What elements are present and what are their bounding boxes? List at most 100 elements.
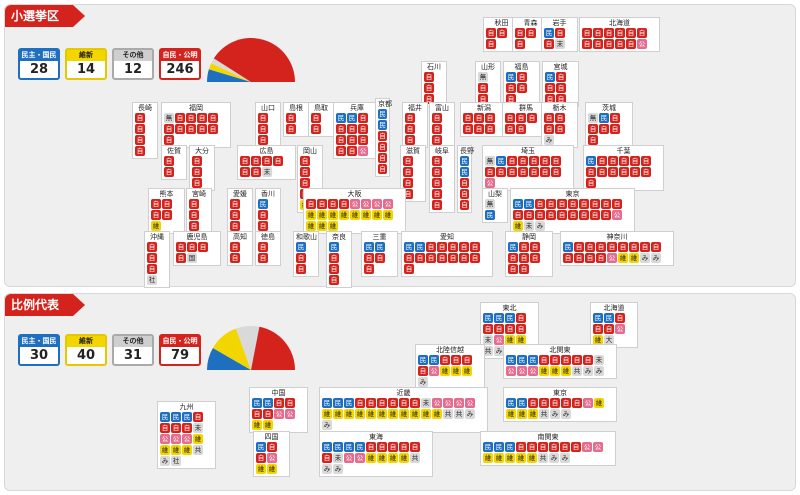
seat-cell: 民 <box>258 199 268 209</box>
seat-cells: 自自自自自自自自自自自公 <box>582 28 657 49</box>
seat-cell: 末 <box>555 39 565 49</box>
semicircle-slice-ishin <box>208 63 251 82</box>
seat-cell: 民 <box>483 313 493 323</box>
seat-cell: 自 <box>619 156 629 166</box>
seat-cell: 自 <box>151 199 161 209</box>
seat-cell: 民 <box>593 313 603 323</box>
seat-cell: 未 <box>483 335 493 345</box>
seat-cells: 無自自 <box>478 72 498 104</box>
seat-cell: 民 <box>256 442 266 452</box>
seat-cell: 自 <box>273 156 283 166</box>
seat-cell: 自 <box>619 167 629 177</box>
semicircle-slice-other <box>211 58 251 82</box>
seat-cell: 維 <box>333 409 343 419</box>
seat-cell: み <box>594 366 604 376</box>
prefecture-box: 福島民自自自自 <box>503 61 540 107</box>
seat-cell: 自 <box>596 242 606 252</box>
seat-cell: 自 <box>508 264 518 274</box>
seat-cell: 維 <box>494 453 504 463</box>
seat-cell: 自 <box>358 135 368 145</box>
seat-cell: 民 <box>517 355 527 365</box>
seat-cell: 共 <box>483 346 493 356</box>
summary-ishin: 維新 14 <box>65 48 107 80</box>
seat-cell: 自 <box>208 113 218 123</box>
seat-cell: 自 <box>300 178 310 188</box>
seat-cell: 自 <box>198 242 208 252</box>
seat-cell: 自 <box>336 146 346 156</box>
seat-cell: 維 <box>462 366 472 376</box>
seat-cell: 自 <box>329 253 339 263</box>
summary-label: 民主・国民 <box>20 336 58 347</box>
seat-cell: 自 <box>175 113 185 123</box>
seat-cell: 維 <box>306 210 316 220</box>
prefecture-box: 岩手民自自末 <box>541 17 578 52</box>
summary-jimin: 自民・公明 246 <box>159 48 201 80</box>
seat-cell: 公 <box>615 324 625 334</box>
seat-cells: 民自自末 <box>544 28 575 49</box>
semicircle-slice-ishin <box>212 328 251 370</box>
seat-cell: 維 <box>252 420 262 430</box>
seat-cell: 民 <box>322 442 332 452</box>
prefecture-box: 埼玉無民自自自自自自自自自自自自公 <box>482 145 574 191</box>
seat-cell: 自 <box>610 124 620 134</box>
seat-cells: 無自自自自自自自自自自 <box>164 113 228 145</box>
prefecture-name: 兵庫 <box>350 104 364 112</box>
seat-cells: 無民 <box>485 199 505 220</box>
seat-cells: 民民民自自自自自自未公公公公維維維維維維維維維維維共共みみ <box>322 398 485 430</box>
seat-cell: み <box>640 253 650 263</box>
seat-cell: 維 <box>513 221 523 231</box>
seat-cell: 維 <box>366 453 376 463</box>
seat-cell: 自 <box>586 178 596 188</box>
seat-cells: 自自自 <box>486 28 517 49</box>
seat-cell: 自 <box>545 83 555 93</box>
seat-cell: 自 <box>329 264 339 274</box>
seat-cells: 民民民自自自自未公公公維維維維共み社 <box>160 412 213 466</box>
seat-cell: 自 <box>462 355 472 365</box>
smd-title-banner: 小選挙区 <box>5 5 85 27</box>
seat-cell: 自 <box>515 39 525 49</box>
seat-cell: 自 <box>535 199 545 209</box>
seat-cell: 自 <box>604 324 614 334</box>
seat-cell: 自 <box>135 146 145 156</box>
prefecture-name: 北海道 <box>609 19 630 27</box>
seat-cells: 民民自自自自公維維維み <box>418 355 482 387</box>
prefecture-name: 和歌山 <box>296 233 317 241</box>
block-box: 北関東民民民自自自自自未公公公維維維共みみ <box>503 344 617 379</box>
prefecture-box: 熊本自自自自維 <box>148 188 185 234</box>
seat-cell: 自 <box>519 242 529 252</box>
seat-cell: 自 <box>615 28 625 38</box>
seat-cell: 自 <box>432 113 442 123</box>
seat-cell: 自 <box>551 156 561 166</box>
seat-cells: 民民自自自自 <box>378 109 387 174</box>
seat-cell: 自 <box>437 253 447 263</box>
seat-cell: 自 <box>497 28 507 38</box>
seat-cell: 維 <box>328 221 338 231</box>
prefecture-box: 京都民民自自自自 <box>375 98 392 177</box>
seat-cells: 民自自自 <box>329 242 349 285</box>
seat-cell: 自 <box>448 253 458 263</box>
prefecture-name: 宮崎 <box>192 190 206 198</box>
seat-cell: 維 <box>561 366 571 376</box>
seat-cell: 公 <box>355 453 365 463</box>
prefecture-box: 沖縄自自自社 <box>144 231 170 288</box>
summary-value: 28 <box>29 62 49 77</box>
seat-cells: 民民自自自自公公維維 <box>252 398 305 430</box>
prefecture-box: 三重民民自自自 <box>361 231 398 277</box>
prefecture-name: 新潟 <box>477 104 491 112</box>
seat-cell: 自 <box>410 442 420 452</box>
prefecture-name: 山形 <box>481 63 495 71</box>
seat-cell: 自 <box>557 210 567 220</box>
seat-cell: 自 <box>415 253 425 263</box>
prefecture-name: 徳島 <box>261 233 275 241</box>
seat-cell: み <box>651 253 661 263</box>
seat-cell: 公 <box>267 453 277 463</box>
seat-cell: 公 <box>358 146 368 156</box>
seat-cell: 公 <box>432 398 442 408</box>
seat-cell: 自 <box>176 242 186 252</box>
seat-cell: 自 <box>474 124 484 134</box>
prefecture-name: 岩手 <box>552 19 567 27</box>
seat-cell: 自 <box>432 189 442 199</box>
seat-cell: 民 <box>513 199 523 209</box>
seat-cell: 自 <box>300 167 310 177</box>
block-name: 東海 <box>369 433 383 441</box>
